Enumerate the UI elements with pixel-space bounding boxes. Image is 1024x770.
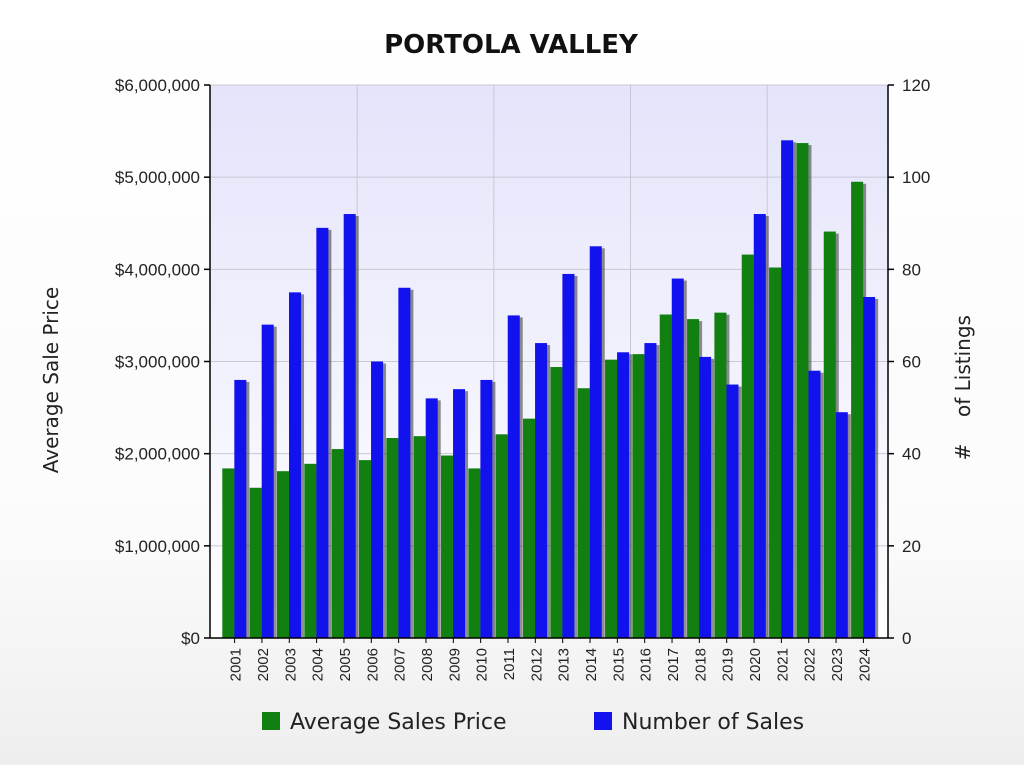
legend-label: Average Sales Price bbox=[290, 710, 507, 735]
x-tick-label: 2009 bbox=[446, 648, 463, 681]
bar-number-of-sales bbox=[371, 361, 384, 638]
bar-average-sales-price bbox=[468, 468, 481, 638]
bar-average-sales-price bbox=[222, 468, 235, 638]
bar-number-of-sales bbox=[480, 379, 493, 638]
x-tick-label: 2011 bbox=[501, 648, 518, 680]
bar-average-sales-price bbox=[249, 487, 262, 638]
bar-number-of-sales bbox=[535, 343, 548, 638]
x-tick-label: 2023 bbox=[829, 648, 846, 681]
bar-average-sales-price bbox=[386, 437, 399, 638]
bar-number-of-sales bbox=[316, 227, 329, 638]
bar-number-of-sales bbox=[562, 273, 575, 638]
bar-average-sales-price bbox=[304, 463, 317, 638]
y-tick-label: $5,000,000 bbox=[115, 168, 200, 187]
bar-average-sales-price bbox=[687, 319, 700, 638]
bar-average-sales-price bbox=[605, 359, 618, 638]
bar-average-sales-price bbox=[714, 312, 727, 638]
bar-average-sales-price bbox=[550, 367, 563, 638]
bar-average-sales-price bbox=[577, 388, 590, 638]
x-tick-label: 2018 bbox=[692, 648, 709, 681]
bar-number-of-sales bbox=[863, 296, 876, 638]
x-tick-label: 2021 bbox=[774, 648, 791, 681]
bar-average-sales-price bbox=[276, 471, 290, 638]
x-tick-label: 2004 bbox=[310, 648, 327, 681]
y2-tick-label: 60 bbox=[902, 353, 921, 372]
bar-average-sales-price bbox=[741, 254, 754, 638]
bar-number-of-sales bbox=[289, 292, 302, 638]
bar-average-sales-price bbox=[495, 434, 508, 638]
bar-average-sales-price bbox=[441, 455, 454, 638]
x-tick-label: 2012 bbox=[528, 648, 545, 681]
bar-average-sales-price bbox=[823, 231, 836, 639]
bar-average-sales-price bbox=[413, 436, 426, 638]
y2-axis-title-hash: # bbox=[951, 444, 975, 461]
y-tick-label: $4,000,000 bbox=[115, 260, 200, 279]
bar-number-of-sales bbox=[617, 352, 630, 638]
y2-tick-label: 0 bbox=[902, 629, 911, 648]
x-tick-label: 2008 bbox=[419, 648, 436, 681]
bar-average-sales-price bbox=[769, 267, 782, 638]
bar-number-of-sales bbox=[425, 398, 438, 638]
y-tick-label: $3,000,000 bbox=[115, 353, 200, 372]
x-tick-label: 2022 bbox=[802, 648, 819, 681]
x-tick-label: 2013 bbox=[556, 648, 573, 681]
bar-number-of-sales bbox=[808, 370, 821, 638]
x-tick-label: 2001 bbox=[228, 648, 245, 681]
bar-number-of-sales bbox=[671, 278, 684, 638]
x-tick-label: 2002 bbox=[255, 648, 272, 681]
bar-average-sales-price bbox=[851, 181, 864, 638]
x-tick-label: 2017 bbox=[665, 648, 682, 681]
bar-number-of-sales bbox=[726, 384, 739, 638]
bar-number-of-sales bbox=[507, 315, 520, 638]
bar-number-of-sales bbox=[835, 412, 848, 638]
chart-title: PORTOLA VALLEY bbox=[384, 30, 639, 60]
bar-number-of-sales bbox=[589, 246, 602, 638]
bar-average-sales-price bbox=[523, 418, 536, 638]
x-tick-label: 2005 bbox=[337, 648, 354, 681]
bar-number-of-sales bbox=[234, 379, 247, 638]
y2-tick-label: 80 bbox=[902, 260, 921, 279]
y-tick-label: $1,000,000 bbox=[115, 537, 200, 556]
x-tick-label: 2015 bbox=[610, 648, 627, 681]
axes: $0 $1,000,000 $2,000,000 $3,000,000 $4,000,0… bbox=[115, 76, 930, 681]
x-tick-label: 2016 bbox=[638, 648, 655, 681]
x-tick-label: 2014 bbox=[583, 648, 600, 681]
bar-number-of-sales bbox=[398, 287, 411, 638]
x-tick-label: 2007 bbox=[392, 648, 409, 681]
bar-average-sales-price bbox=[331, 449, 344, 638]
bar-number-of-sales bbox=[261, 324, 274, 638]
bar-number-of-sales bbox=[699, 356, 712, 638]
y2-axis-title: of Listings bbox=[951, 315, 975, 417]
x-tick-label: 2010 bbox=[474, 648, 491, 681]
legend-label: Number of Sales bbox=[622, 710, 804, 735]
legend-swatch bbox=[262, 712, 280, 730]
x-tick-label: 2003 bbox=[282, 648, 299, 681]
bar-average-sales-price bbox=[796, 143, 809, 638]
bar-number-of-sales bbox=[753, 214, 766, 639]
x-tick-label: 2020 bbox=[747, 648, 764, 681]
x-tick-label: 2024 bbox=[856, 648, 873, 681]
bars bbox=[222, 140, 879, 639]
legend-swatch bbox=[594, 712, 612, 730]
y-axis-title: Average Sale Price bbox=[39, 287, 63, 473]
bar-number-of-sales bbox=[453, 389, 466, 638]
bar-number-of-sales bbox=[644, 343, 657, 638]
y2-tick-label: 120 bbox=[902, 76, 930, 95]
y2-tick-label: 40 bbox=[902, 445, 921, 464]
x-tick-label: 2006 bbox=[364, 648, 381, 681]
bar-number-of-sales bbox=[343, 214, 356, 639]
legend: Average Sales Price Number of Sales bbox=[262, 710, 804, 735]
y2-tick-label: 100 bbox=[902, 168, 930, 187]
y-tick-label: $0 bbox=[181, 629, 200, 648]
y-tick-label: $6,000,000 bbox=[115, 76, 200, 95]
bar-average-sales-price bbox=[358, 460, 372, 638]
bar-average-sales-price bbox=[632, 354, 645, 638]
y2-tick-label: 20 bbox=[902, 537, 921, 556]
bar-average-sales-price bbox=[659, 314, 672, 638]
bar-number-of-sales bbox=[781, 140, 794, 639]
x-tick-label: 2019 bbox=[720, 648, 737, 681]
y-tick-label: $2,000,000 bbox=[115, 445, 200, 464]
